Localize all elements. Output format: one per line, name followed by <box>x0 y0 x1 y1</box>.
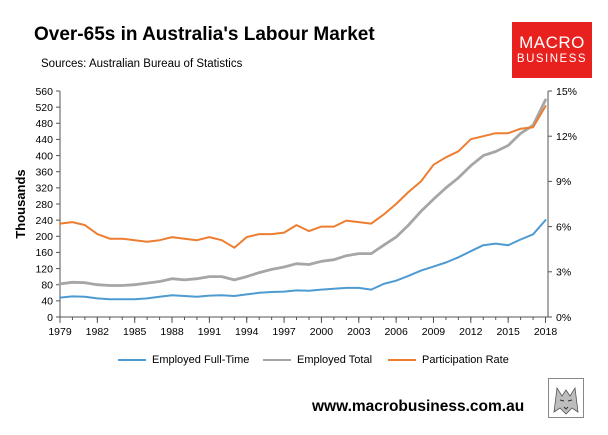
legend-item-employed-full-time: Employed Full-Time <box>118 354 249 366</box>
y2-tick-label: 15% <box>556 86 577 98</box>
y-tick-label: 280 <box>35 199 53 211</box>
y-tick-label: 400 <box>35 150 53 162</box>
y-tick-label: 520 <box>35 102 53 114</box>
legend-item-employed-total: Employed Total <box>263 354 372 366</box>
series-line-employed-total <box>58 98 547 287</box>
legend-swatch-employed-total <box>263 359 291 362</box>
x-tick-label: 2006 <box>384 326 408 338</box>
x-tick-label: 1985 <box>123 326 147 338</box>
y-tick-label: 360 <box>35 167 53 179</box>
y2-tick-label: 9% <box>556 176 571 188</box>
x-tick-label: 2003 <box>347 326 371 338</box>
chart-axes <box>56 90 552 323</box>
series-layer <box>58 98 547 301</box>
footer-url: www.macrobusiness.com.au <box>312 398 525 415</box>
y-tick-label: 80 <box>41 280 53 292</box>
macrobusiness-logo: MACRO BUSINESS <box>512 22 592 78</box>
legend-swatch-employed-full-time <box>118 359 146 362</box>
legend-label-employed-total: Employed Total <box>297 354 373 366</box>
y-tick-label: 200 <box>35 231 53 243</box>
y-tick-label: 480 <box>35 118 53 130</box>
series-line-employed-full-time <box>59 219 547 301</box>
legend-item-participation-rate: Participation Rate <box>388 354 509 366</box>
y-tick-label: 120 <box>35 263 53 275</box>
y-tick-label: 440 <box>35 134 53 146</box>
y-tick-label: 320 <box>35 183 53 195</box>
y-tick-label: 240 <box>35 215 53 227</box>
x-tick-label: 1979 <box>48 326 72 338</box>
series-line-participation-rate <box>59 105 547 249</box>
x-tick-label: 1997 <box>272 326 296 338</box>
wolf-logo-icon <box>548 378 584 418</box>
x-tick-label: 2012 <box>459 326 483 338</box>
y2-tick-label: 6% <box>556 221 571 233</box>
x-tick-label: 1991 <box>198 326 222 338</box>
tick-labels: 0 40 80 120 160 200 240 280 320 360 400 440 480 520 56… <box>13 86 577 338</box>
y-axis-title: Thousands <box>13 169 28 238</box>
y-tick-label: 40 <box>41 296 53 308</box>
x-tick-label: 2009 <box>422 326 446 338</box>
legend: Employed Full-Time Employed Total Partic… <box>0 354 608 372</box>
x-tick-label: 2015 <box>496 326 520 338</box>
x-tick-label: 1988 <box>160 326 184 338</box>
chart-title: Over-65s in Australia's Labour Market <box>34 24 375 45</box>
y-tick-label: 560 <box>35 86 53 98</box>
legend-label-employed-full-time: Employed Full-Time <box>152 354 250 366</box>
x-tick-label: 1982 <box>86 326 110 338</box>
legend-swatch-participation-rate <box>388 359 416 362</box>
legend-label-participation-rate: Participation Rate <box>422 354 509 366</box>
x-tick-label: 1994 <box>235 326 259 338</box>
y2-tick-label: 3% <box>556 267 571 279</box>
y-tick-label: 0 <box>47 312 53 324</box>
x-tick-label: 2000 <box>310 326 334 338</box>
x-tick-label: 2018 <box>534 326 558 338</box>
chart-subtitle: Sources: Australian Bureau of Statistics <box>41 58 243 70</box>
logo-line-2: BUSINESS <box>516 53 588 65</box>
y2-tick-label: 12% <box>556 131 577 143</box>
y-tick-label: 160 <box>35 247 53 259</box>
logo-line-1: MACRO <box>519 33 585 52</box>
y2-tick-label: 0% <box>556 312 571 324</box>
